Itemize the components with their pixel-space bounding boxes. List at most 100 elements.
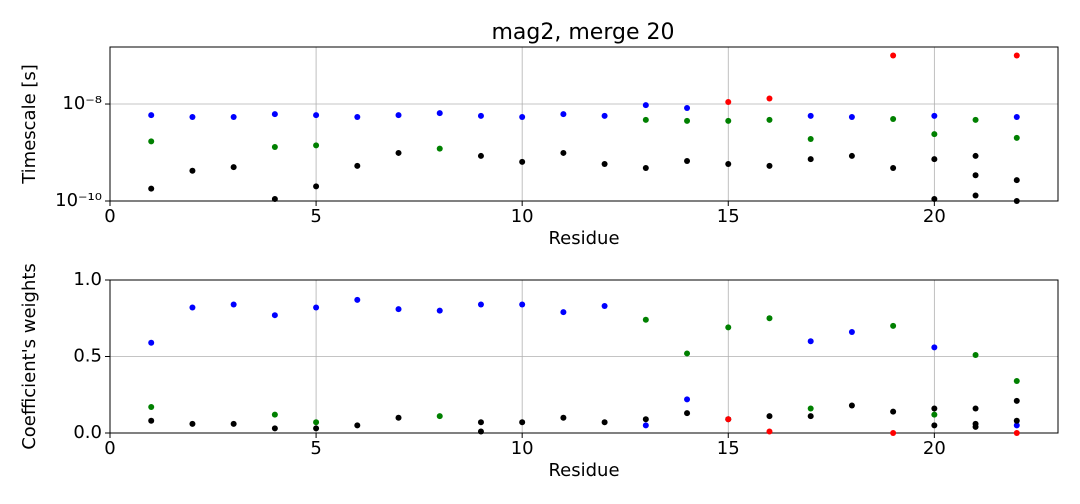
- point: [848, 402, 855, 409]
- chart-title: mag2, merge 20: [492, 20, 675, 45]
- point: [148, 112, 155, 119]
- point: [766, 315, 773, 322]
- point: [642, 116, 649, 123]
- point: [725, 416, 732, 423]
- point: [1013, 430, 1020, 436]
- point: [271, 425, 278, 432]
- point: [848, 114, 855, 121]
- point: [1013, 114, 1020, 121]
- point: [1013, 134, 1020, 141]
- point: [890, 52, 897, 59]
- y-axis-label: Timescale [s]: [19, 64, 40, 185]
- x-tick-label: 0: [104, 206, 115, 227]
- point: [642, 164, 649, 171]
- point: [271, 195, 278, 202]
- point: [148, 138, 155, 145]
- point: [890, 164, 897, 171]
- point: [931, 344, 938, 351]
- y-tick-label: 10⁻¹⁰: [55, 190, 102, 211]
- point: [931, 131, 938, 138]
- x-tick-label: 10: [511, 438, 534, 459]
- point: [931, 195, 938, 202]
- point: [766, 162, 773, 169]
- x-tick-label: 5: [310, 206, 321, 227]
- point: [890, 116, 897, 123]
- point: [684, 157, 691, 164]
- point: [230, 420, 237, 427]
- point: [354, 296, 361, 303]
- point: [642, 316, 649, 323]
- y-tick-label: 0.0: [73, 422, 102, 443]
- point: [931, 411, 938, 418]
- point: [931, 422, 938, 429]
- point: [313, 304, 320, 311]
- point: [725, 160, 732, 167]
- point: [931, 156, 938, 163]
- point: [271, 411, 278, 418]
- point: [601, 112, 608, 119]
- point: [725, 117, 732, 124]
- point: [148, 417, 155, 424]
- point: [601, 160, 608, 167]
- point: [684, 104, 691, 111]
- point: [560, 309, 567, 316]
- point: [436, 413, 443, 420]
- point: [271, 143, 278, 150]
- point: [354, 162, 361, 169]
- point: [230, 301, 237, 308]
- point: [354, 422, 361, 429]
- y-tick-label: 10⁻⁸: [62, 93, 102, 114]
- point: [972, 116, 979, 123]
- point: [807, 338, 814, 345]
- point: [642, 416, 649, 423]
- point: [519, 114, 526, 121]
- point: [1013, 377, 1020, 384]
- point: [601, 303, 608, 310]
- point: [972, 423, 979, 430]
- point: [931, 405, 938, 412]
- point: [890, 322, 897, 329]
- point: [1013, 52, 1020, 59]
- point: [1013, 198, 1020, 204]
- point: [230, 114, 237, 121]
- point: [477, 419, 484, 426]
- point: [725, 324, 732, 331]
- point: [189, 420, 196, 427]
- point: [189, 167, 196, 174]
- point: [477, 112, 484, 119]
- point: [148, 339, 155, 346]
- axes-frame: [109, 279, 1059, 434]
- point: [148, 185, 155, 192]
- point: [313, 142, 320, 149]
- point: [477, 428, 484, 435]
- point: [477, 152, 484, 159]
- point: [642, 102, 649, 109]
- point: [890, 408, 897, 415]
- point: [807, 405, 814, 412]
- x-tick-label: 15: [717, 206, 740, 227]
- point: [271, 312, 278, 319]
- point: [1013, 397, 1020, 404]
- point: [1013, 422, 1020, 429]
- point: [395, 306, 402, 313]
- point: [766, 428, 773, 435]
- point: [766, 116, 773, 123]
- x-tick-label: 0: [104, 438, 115, 459]
- x-tick-label: 15: [717, 438, 740, 459]
- point: [766, 413, 773, 420]
- point: [313, 183, 320, 190]
- point: [972, 152, 979, 159]
- x-tick-label: 20: [923, 438, 946, 459]
- point: [972, 405, 979, 412]
- point: [972, 192, 979, 199]
- x-tick-label: 20: [923, 206, 946, 227]
- point: [848, 329, 855, 336]
- point: [560, 414, 567, 421]
- point: [477, 301, 484, 308]
- x-tick-label: 10: [511, 206, 534, 227]
- point: [972, 172, 979, 179]
- point: [684, 350, 691, 357]
- point: [931, 112, 938, 119]
- point: [395, 112, 402, 119]
